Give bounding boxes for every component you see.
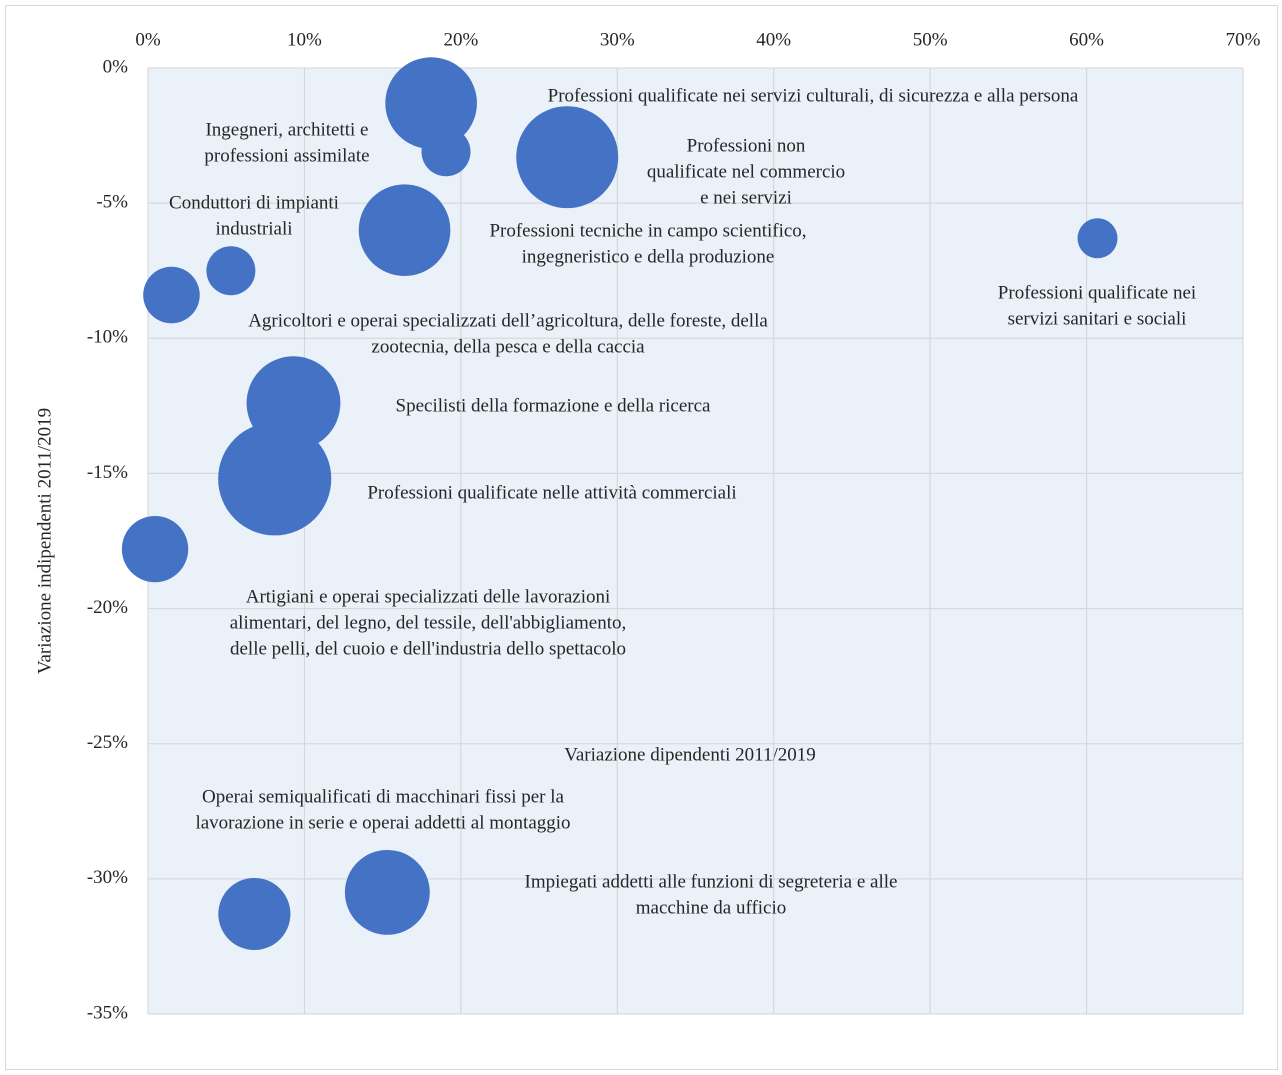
x-tick-label: 60% bbox=[1069, 29, 1104, 50]
y-tick-label: -30% bbox=[87, 867, 128, 888]
data-label: Professioni non bbox=[687, 135, 806, 156]
x-tick-label: 20% bbox=[443, 29, 478, 50]
y-tick-label: -35% bbox=[87, 1002, 128, 1023]
bubble bbox=[421, 127, 471, 177]
bubble bbox=[358, 184, 451, 276]
y-tick-label: -10% bbox=[87, 327, 128, 348]
y-axis-label: Variazione indipendenti 2011/2019 bbox=[34, 408, 55, 674]
data-label: macchine da ufficio bbox=[636, 897, 787, 918]
data-label: zootecnia, della pesca e della caccia bbox=[371, 336, 645, 357]
x-tick-label: 0% bbox=[135, 29, 161, 50]
y-tick-label: -20% bbox=[87, 597, 128, 618]
data-label: Operai semiqualificati di macchinari fis… bbox=[202, 786, 564, 807]
data-label: Professioni qualificate nei servizi cult… bbox=[548, 85, 1079, 106]
bubble bbox=[143, 266, 200, 324]
data-label: Professioni qualificate nei bbox=[998, 282, 1196, 303]
bubble bbox=[1077, 218, 1118, 259]
plot-area bbox=[148, 68, 1243, 1014]
data-label: e nei servizi bbox=[700, 187, 792, 208]
bubble bbox=[206, 246, 256, 296]
data-label: Conduttori di impianti bbox=[169, 192, 339, 213]
data-label: ingegneristico e della produzione bbox=[522, 246, 775, 267]
y-tick-label: 0% bbox=[103, 56, 129, 77]
data-label: Impiegati addetti alle funzioni di segre… bbox=[525, 871, 898, 892]
data-label: alimentari, del legno, del tessile, dell… bbox=[230, 612, 627, 633]
data-label: lavorazione in serie e operai addetti al… bbox=[195, 812, 570, 833]
bubble bbox=[218, 877, 291, 951]
data-label: industriali bbox=[215, 218, 292, 239]
data-label: Artigiani e operai specializzati delle l… bbox=[246, 586, 611, 607]
x-tick-label: 10% bbox=[287, 29, 322, 50]
bubble bbox=[344, 849, 430, 935]
data-label: Specilisti della formazione e della rice… bbox=[396, 395, 711, 416]
data-label: Professioni tecniche in campo scientific… bbox=[489, 220, 806, 241]
x-tick-label: 30% bbox=[600, 29, 635, 50]
data-label: qualificate nel commercio bbox=[647, 161, 845, 182]
data-label: professioni assimilate bbox=[204, 145, 369, 166]
bubble bbox=[121, 515, 189, 583]
bubble bbox=[516, 106, 619, 209]
x-tick-label: 40% bbox=[756, 29, 791, 50]
data-label: Agricoltori e operai specializzati dell’… bbox=[248, 310, 768, 331]
y-tick-label: -15% bbox=[87, 462, 128, 483]
x-tick-label: 70% bbox=[1226, 29, 1261, 50]
bubble bbox=[218, 422, 332, 536]
data-label: Professioni qualificate nelle attività c… bbox=[367, 482, 736, 503]
x-axis-label: Variazione dipendenti 2011/2019 bbox=[564, 744, 816, 765]
y-tick-label: -5% bbox=[96, 192, 128, 213]
x-tick-label: 50% bbox=[913, 29, 948, 50]
data-label: delle pelli, del cuoio e dell'industria … bbox=[230, 638, 626, 659]
data-label: Ingegneri, architetti e bbox=[205, 119, 368, 140]
bubble bbox=[385, 57, 477, 149]
data-label: servizi sanitari e sociali bbox=[1008, 308, 1187, 329]
y-tick-label: -25% bbox=[87, 732, 128, 753]
